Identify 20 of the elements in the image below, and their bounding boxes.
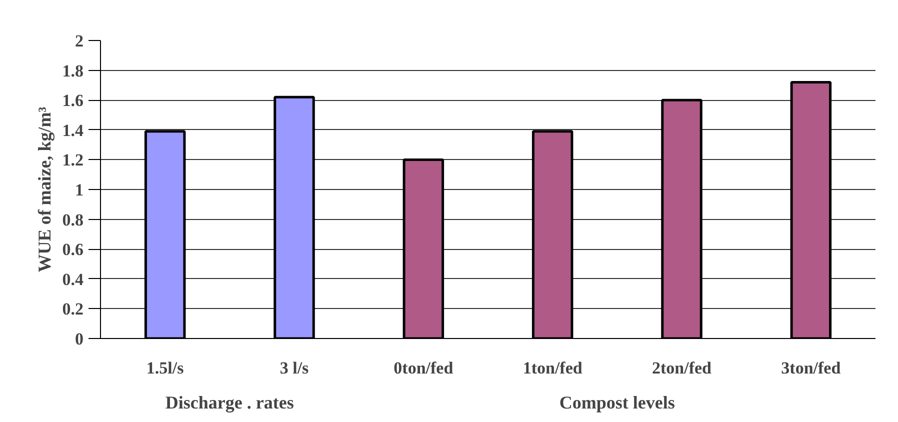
- y-tick-label: 2: [75, 32, 84, 50]
- text: Discharge . rates: [165, 392, 294, 412]
- x-tick-label: 1ton/fed: [522, 358, 583, 378]
- y-tick-label: 0: [75, 330, 84, 348]
- x-tick-label: 1.5l/s: [146, 358, 184, 378]
- x-tick-label: 3 l/s: [280, 358, 310, 378]
- y-tick-label: 1.6: [62, 91, 84, 110]
- text: Compost levels: [559, 392, 675, 412]
- x-tick-label: 0ton/fed: [394, 358, 454, 378]
- y-tick-label: 0.6: [62, 240, 84, 260]
- y-tick-label: 1.8: [62, 61, 84, 80]
- y-tick-label: 0.4: [62, 270, 84, 289]
- x-tick-label: 3ton/fed: [781, 358, 842, 378]
- y-tick-label: 0.8: [62, 210, 84, 230]
- y-tick-label: 1.4: [62, 120, 84, 140]
- y-tick-label: 1.2: [62, 150, 84, 170]
- y-tick-label: 1: [75, 180, 84, 200]
- y-axis-title: WUE of maize, kg/m³: [34, 106, 54, 272]
- y-tick-label: 0.2: [62, 300, 84, 319]
- x-tick-label: 2ton/fed: [652, 358, 712, 378]
